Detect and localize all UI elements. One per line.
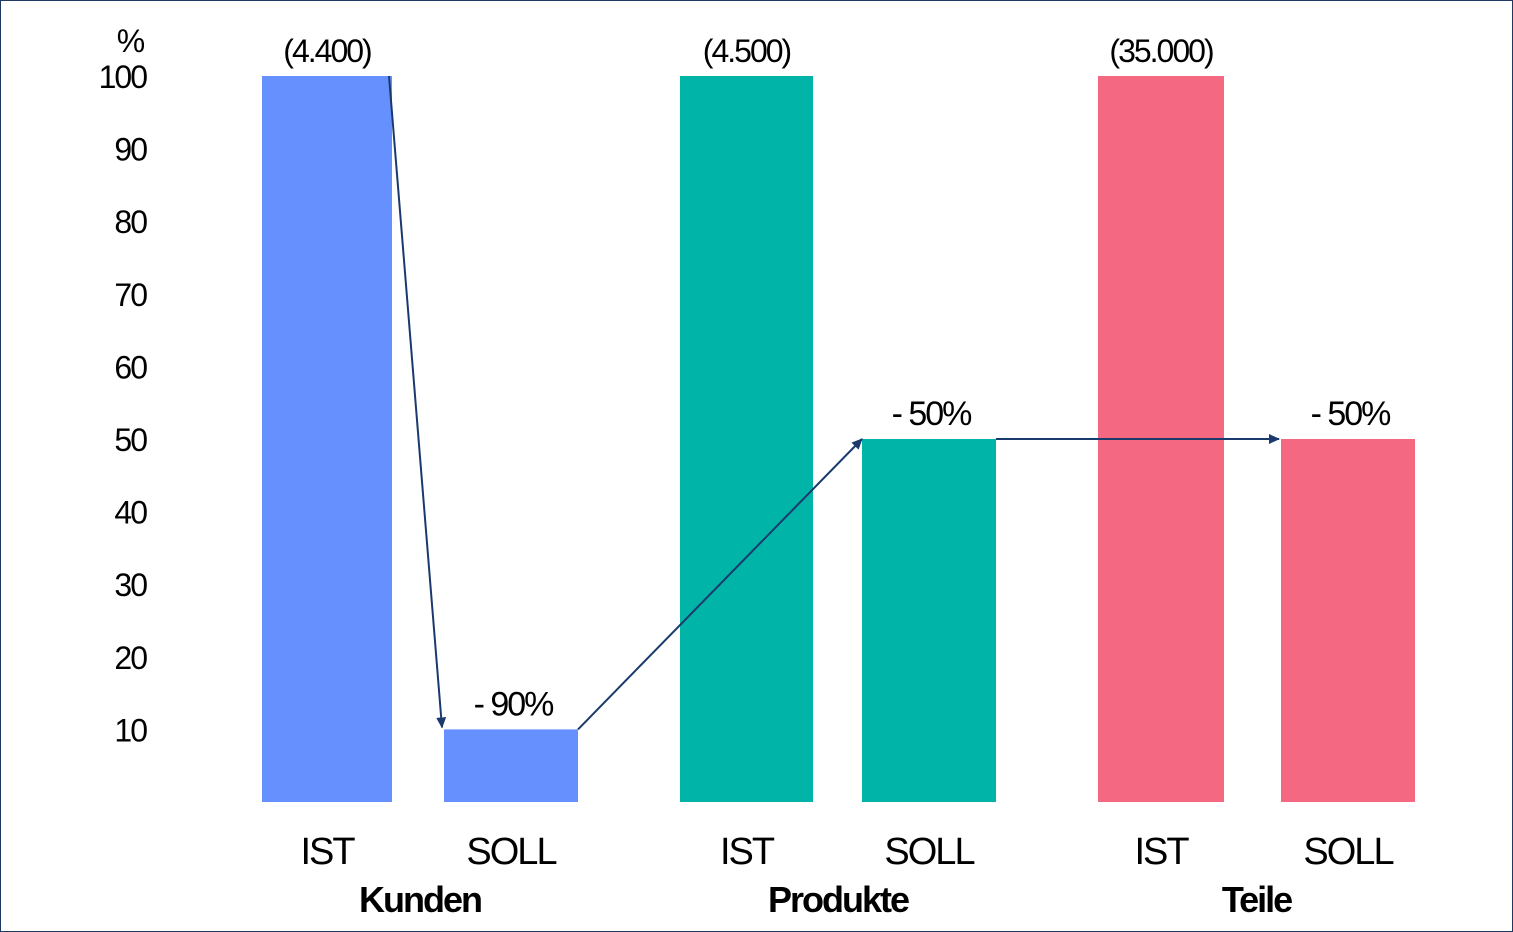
bar-kunden-soll <box>444 729 578 802</box>
trend-arrow <box>577 438 863 731</box>
y-tick-label: 30 <box>114 567 147 603</box>
x-category-label: SOLL <box>466 831 556 873</box>
count-annotation: (4.400) <box>283 33 371 69</box>
group-label: Teile <box>1222 879 1292 920</box>
x-category-label: IST <box>1134 831 1189 873</box>
y-tick-label: 80 <box>114 204 147 240</box>
count-annotation: (4.500) <box>703 33 791 69</box>
y-tick-label: 90 <box>114 132 147 168</box>
x-category-label: SOLL <box>884 831 974 873</box>
y-tick-label: 10 <box>114 712 147 748</box>
x-category-label: IST <box>720 831 775 873</box>
y-tick-label: 60 <box>114 349 147 385</box>
y-tick-label: 40 <box>114 495 147 531</box>
change-percent-label: - 50% <box>892 395 973 433</box>
bar-kunden-ist <box>262 76 392 802</box>
group-label: Produkte <box>768 879 909 920</box>
count-annotation: (35.000) <box>1109 33 1213 69</box>
bar-produkte-soll <box>862 439 996 802</box>
trend-arrow <box>388 75 447 729</box>
y-tick-label: 100 <box>99 59 148 95</box>
group-label: Kunden <box>359 879 481 920</box>
change-percent-label: - 50% <box>1311 395 1392 433</box>
y-tick-label: 50 <box>114 422 147 458</box>
bar-teile-soll <box>1281 439 1415 802</box>
y-tick-label: 20 <box>114 640 147 676</box>
y-axis-unit-label: % <box>117 23 145 59</box>
bar-produkte-ist <box>680 76 813 802</box>
y-tick-label: 70 <box>114 277 147 313</box>
x-category-label: SOLL <box>1303 831 1393 873</box>
x-category-label: IST <box>300 831 355 873</box>
change-percent-label: - 90% <box>474 685 555 723</box>
